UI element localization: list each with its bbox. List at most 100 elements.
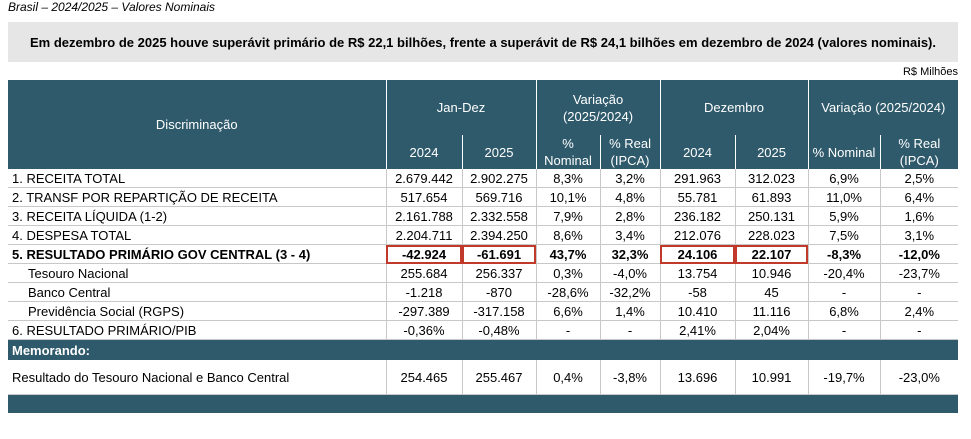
table-row: Resultado do Tesouro Nacional e Banco Ce… [8, 360, 959, 395]
row-label: 5. RESULTADO PRIMÁRIO GOV CENTRAL (3 - 4… [8, 244, 386, 264]
row-label: 4. DESPESA TOTAL [8, 225, 386, 245]
value-cell: 11,0% [807, 187, 881, 207]
row-label: 3. RECEITA LÍQUIDA (1-2) [8, 206, 386, 226]
value-cell: 3,2% [599, 169, 661, 188]
table-row: Banco Central -1.218 -870 -28,6% -32,2% -58 45… [8, 282, 959, 302]
banner: Em dezembro de 2025 houve superávit prim… [8, 22, 958, 62]
value-cell: -1.218 [385, 282, 462, 302]
value-cell: 45 [734, 282, 809, 302]
value-cell: 5,9% [807, 206, 881, 226]
value-cell: 2,5% [879, 169, 959, 188]
value-cell: - [599, 320, 661, 340]
value-cell: 10.410 [659, 301, 736, 321]
value-cell: 256.337 [461, 263, 537, 283]
value-cell: 7,9% [535, 206, 601, 226]
value-cell: 212.076 [659, 225, 736, 245]
value-cell: -870 [461, 282, 537, 302]
value-cell: 11.116 [734, 301, 809, 321]
value-cell: 6,4% [879, 187, 959, 207]
row-label: Tesouro Nacional [8, 263, 386, 283]
value-cell: -12,0% [879, 244, 959, 264]
row-label: 2. TRANSF POR REPARTIÇÃO DE RECEITA [8, 187, 386, 207]
value-cell: -32,2% [599, 282, 661, 302]
value-cell: -20,4% [807, 263, 881, 283]
row-label: Banco Central [8, 282, 386, 302]
value-cell: 22.107 [734, 244, 809, 264]
value-cell: - [807, 320, 881, 340]
value-cell: -3,8% [599, 360, 661, 395]
unit: R$ Milhões [902, 66, 958, 78]
footer-bar [8, 394, 959, 413]
header-cell: % Nominal [535, 135, 601, 169]
value-cell: 2,8% [599, 206, 661, 226]
header-cell: % Real (IPCA) [599, 135, 661, 169]
header-cell: Variação (2025/2024) [535, 80, 661, 135]
value-cell: 2.902.275 [461, 169, 537, 188]
value-cell: 43,7% [535, 244, 601, 264]
header-cell: Dezembro [659, 80, 809, 135]
header-cell: 2025 [461, 135, 537, 169]
value-cell: 236.182 [659, 206, 736, 226]
value-cell: 2,04% [734, 320, 809, 340]
value-cell: 8,6% [535, 225, 601, 245]
value-cell: 2.394.250 [461, 225, 537, 245]
value-cell: 10.991 [734, 360, 809, 395]
value-cell: -297.389 [385, 301, 462, 321]
value-cell: - [879, 320, 959, 340]
header-cell: % Nominal [807, 135, 881, 169]
header-cell: Discriminação [8, 80, 386, 169]
value-cell: 255.684 [385, 263, 462, 283]
value-cell: 569.716 [461, 187, 537, 207]
header-cell: 2024 [659, 135, 736, 169]
value-cell: 10,1% [535, 187, 601, 207]
table-row: 4. DESPESA TOTAL 2.204.711 2.394.250 8,6% 3,… [8, 225, 959, 245]
row-label: Resultado do Tesouro Nacional e Banco Ce… [8, 360, 386, 395]
value-cell: 4,8% [599, 187, 661, 207]
value-cell: - [879, 282, 959, 302]
table-row: 6. RESULTADO PRIMÁRIO/PIB -0,36% -0,48% - -2… [8, 320, 959, 340]
row-label: 1. RECEITA TOTAL [8, 169, 386, 188]
header-cell: 2025 [734, 135, 809, 169]
header-cell: Jan-Dez [385, 80, 537, 135]
value-cell: -4,0% [599, 263, 661, 283]
value-cell: -58 [659, 282, 736, 302]
value-cell: 6,9% [807, 169, 881, 188]
value-cell: 2,4% [879, 301, 959, 321]
results-table: Discriminação Jan-Dez Variação (2025/202… [8, 80, 959, 413]
value-cell: -19,7% [807, 360, 881, 395]
caption: Brasil – 2024/2025 – Valores Nominais [8, 0, 216, 14]
value-cell: 24.106 [659, 244, 736, 264]
value-cell: 254.465 [385, 360, 462, 395]
value-cell: -0,36% [385, 320, 462, 340]
value-cell: -42.924 [385, 244, 462, 264]
value-cell: 250.131 [734, 206, 809, 226]
value-cell: 312.023 [734, 169, 809, 188]
value-cell: -61.691 [461, 244, 537, 264]
value-cell: 55.781 [659, 187, 736, 207]
row-label: Previdência Social (RGPS) [8, 301, 386, 321]
value-cell: 3,1% [879, 225, 959, 245]
value-cell: 3,4% [599, 225, 661, 245]
header-cell: 2024 [385, 135, 462, 169]
value-cell: 2,41% [659, 320, 736, 340]
value-cell: 255.467 [461, 360, 537, 395]
value-cell: 32,3% [599, 244, 661, 264]
value-cell: -8,3% [807, 244, 881, 264]
value-cell: 1,6% [879, 206, 959, 226]
value-cell: -23,7% [879, 263, 959, 283]
table-row: Tesouro Nacional 255.684 256.337 0,3% -4,0% 1… [8, 263, 959, 283]
memo-header: Memorando: [8, 339, 959, 360]
value-cell: 13.754 [659, 263, 736, 283]
value-cell: 2.161.788 [385, 206, 462, 226]
value-cell: 291.963 [659, 169, 736, 188]
value-cell: - [535, 320, 601, 340]
value-cell: 2.204.711 [385, 225, 462, 245]
value-cell: 61.893 [734, 187, 809, 207]
value-cell: 1,4% [599, 301, 661, 321]
table-row: Previdência Social (RGPS) -297.389 -317.15… [8, 301, 959, 321]
table-row: 2. TRANSF POR REPARTIÇÃO DE RECEITA 517.6… [8, 187, 959, 207]
value-cell: - [807, 282, 881, 302]
value-cell: -0,48% [461, 320, 537, 340]
value-cell: 6,8% [807, 301, 881, 321]
